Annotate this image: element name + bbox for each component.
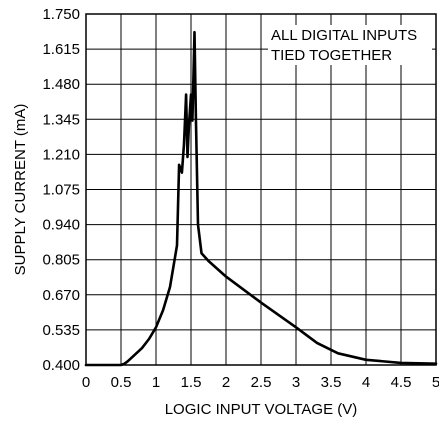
- x-tick-label: 4.5: [391, 374, 412, 391]
- x-tick-label: 2: [222, 374, 230, 391]
- annotation-background: [268, 25, 432, 65]
- y-tick-label: 1.345: [42, 111, 80, 128]
- supply-current-line: [84, 30, 438, 367]
- x-tick-label: 0.5: [111, 374, 132, 391]
- x-tick-label: 2.5: [251, 374, 272, 391]
- x-tick-labels: 0 0.5 1 1.5 2 2.5 3 3.5 4 4.5 5: [82, 374, 439, 391]
- y-tick-label: 1.750: [42, 6, 80, 23]
- x-axis-label: LOGIC INPUT VOLTAGE (V): [165, 401, 358, 418]
- y-tick-label: 1.480: [42, 76, 80, 93]
- x-tick-label: 4: [362, 374, 370, 391]
- y-tick-label: 0.400: [42, 357, 80, 374]
- grid-lines: [85, 13, 437, 366]
- y-tick-label: 0.670: [42, 287, 80, 304]
- y-tick-labels: 0.400 0.535 0.670 0.805 0.940 1.075 1.210 1.345…: [42, 6, 80, 374]
- y-tick-label: 0.535: [42, 322, 80, 339]
- x-tick-label: 0: [82, 374, 90, 391]
- annotation-line-2: TIED TOGETHER: [271, 47, 392, 64]
- y-tick-label: 0.940: [42, 217, 80, 234]
- plot-frame: [85, 13, 437, 366]
- x-tick-label: 1: [152, 374, 160, 391]
- y-axis-label: SUPPLY CURRENT (mA): [12, 104, 29, 276]
- x-tick-label: 3.5: [321, 374, 342, 391]
- y-tick-label: 1.615: [42, 41, 80, 58]
- y-tick-label: 0.805: [42, 252, 80, 269]
- x-tick-label: 5: [432, 374, 439, 391]
- series-layer: [84, 30, 438, 367]
- x-tick-label: 3: [292, 374, 300, 391]
- y-tick-label: 1.075: [42, 182, 80, 199]
- y-tick-label: 1.210: [42, 146, 80, 163]
- x-tick-label: 1.5: [181, 374, 202, 391]
- annotation-line-1: ALL DIGITAL INPUTS: [271, 27, 417, 44]
